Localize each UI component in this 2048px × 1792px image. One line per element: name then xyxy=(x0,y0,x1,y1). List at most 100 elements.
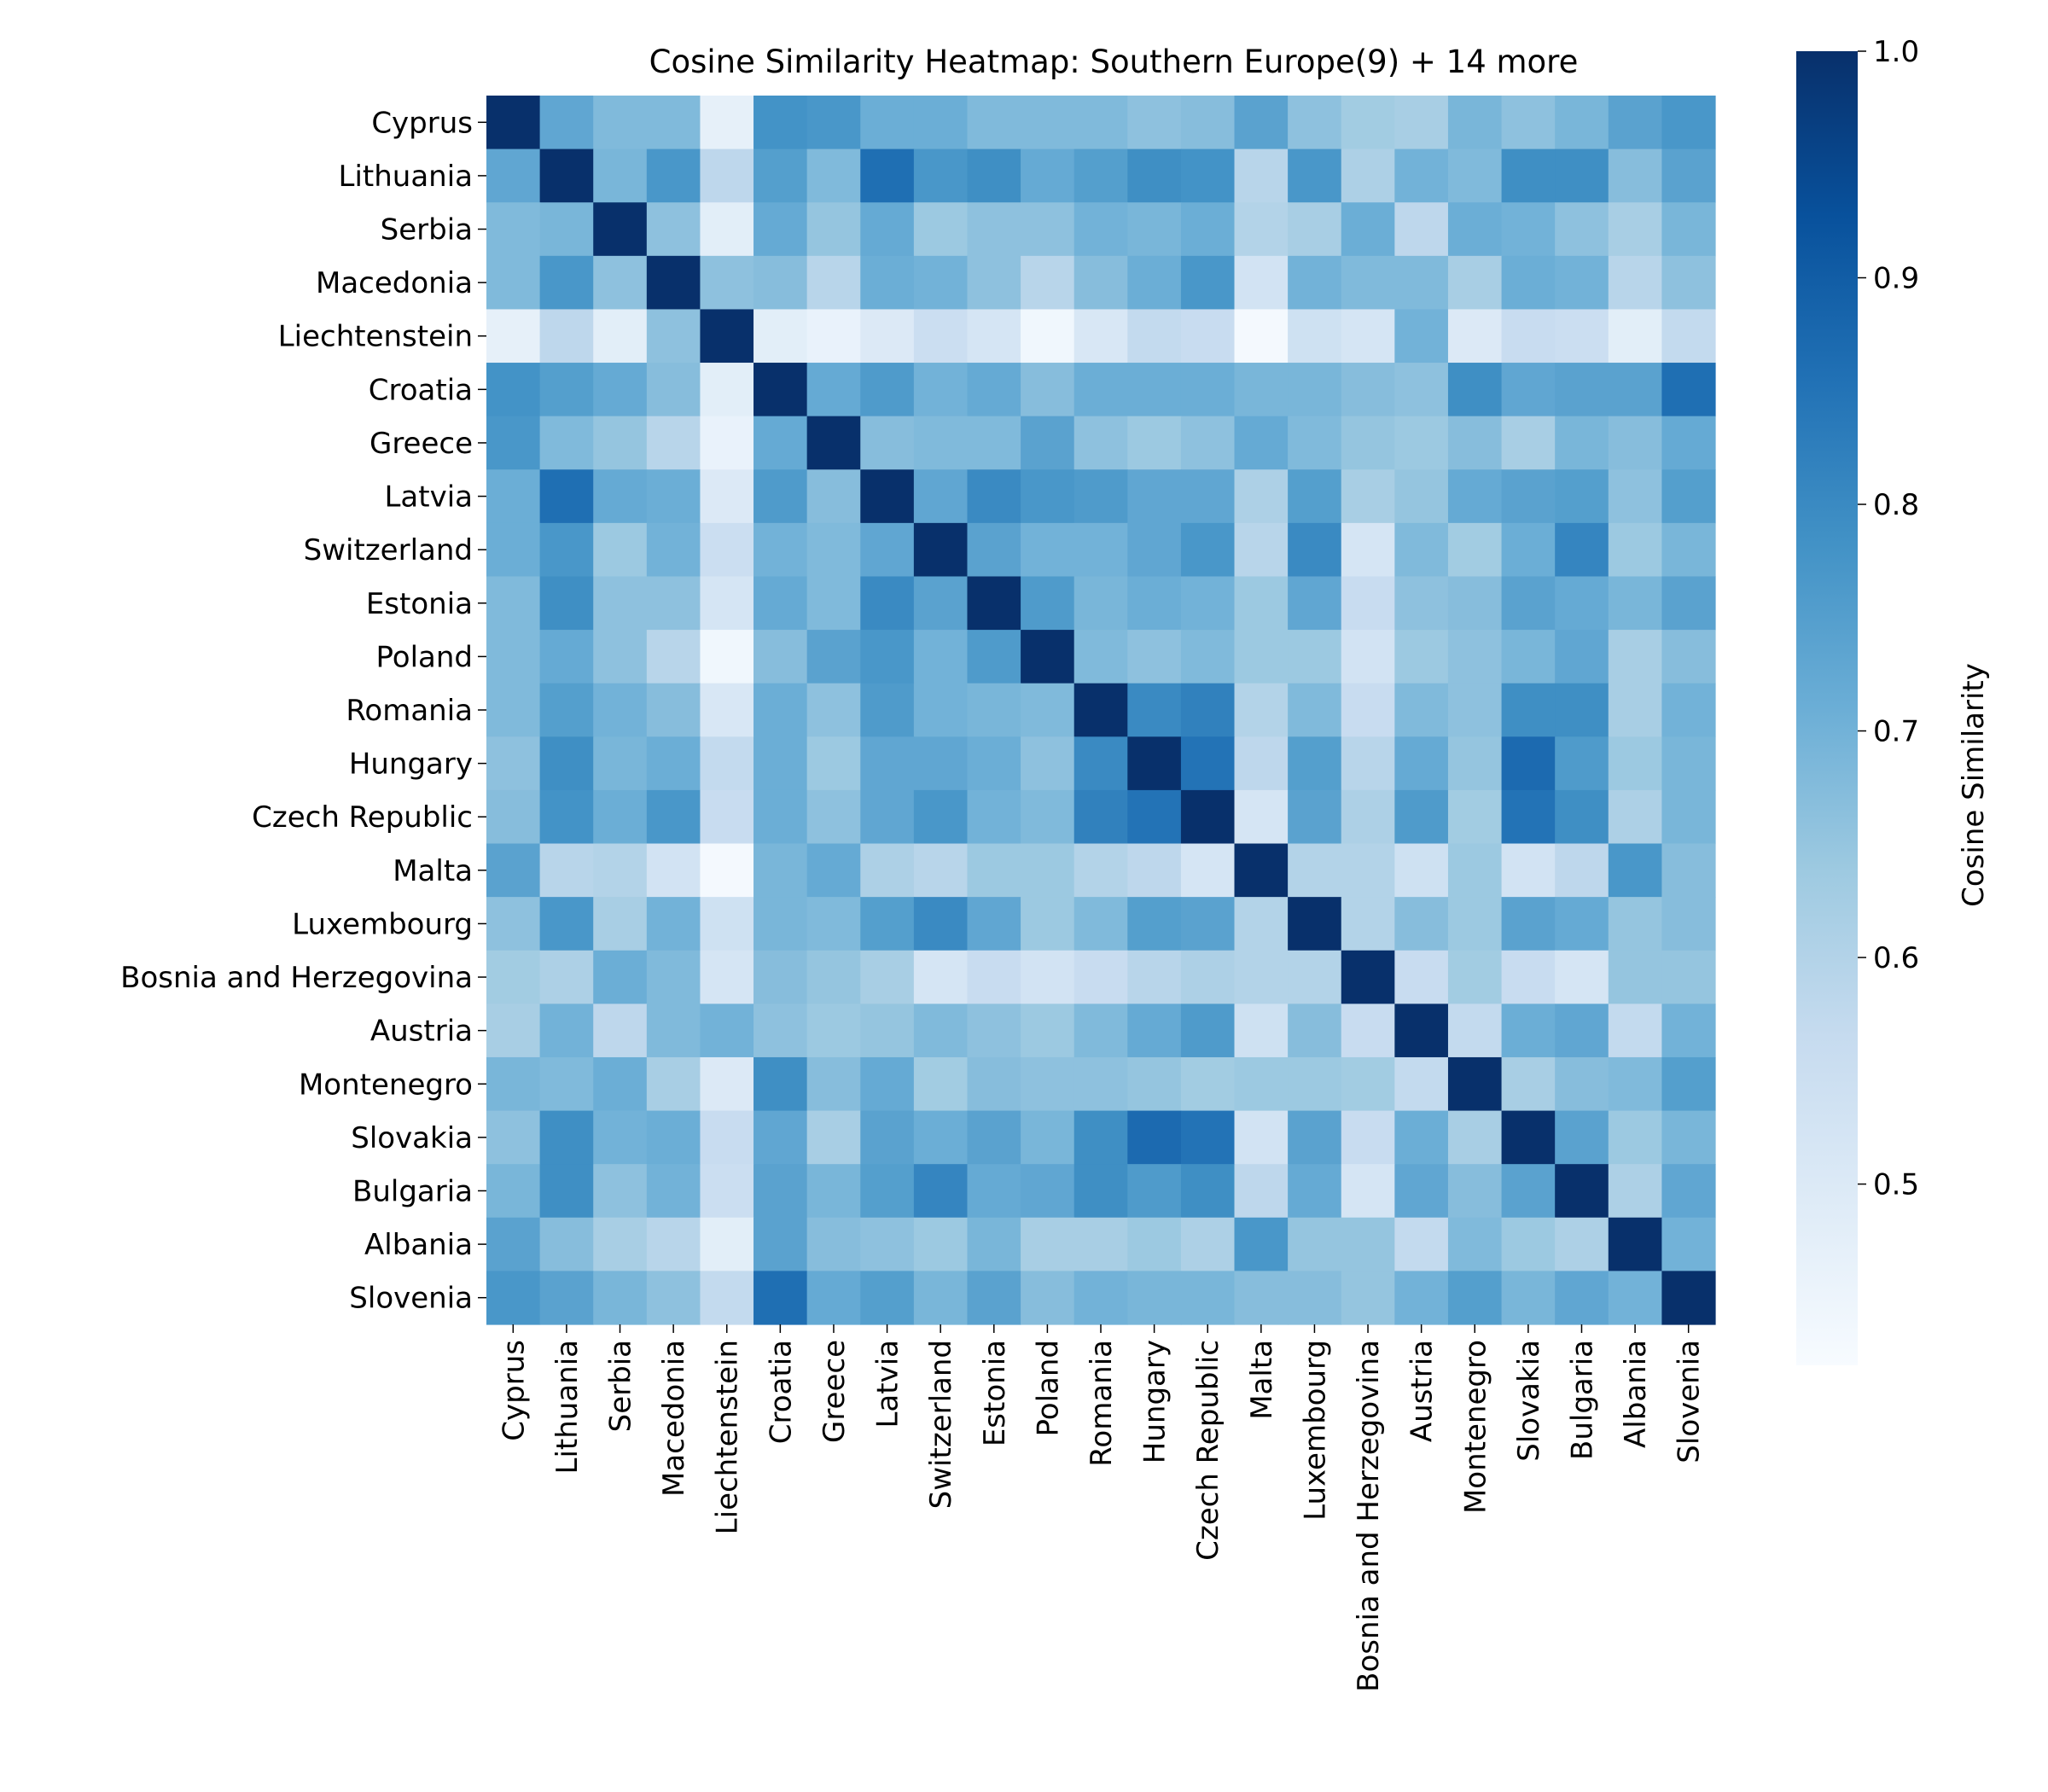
x-tick-label: Croatia xyxy=(764,1340,798,1444)
heatmap-cell xyxy=(1341,148,1395,203)
heatmap-cell xyxy=(1234,1164,1289,1219)
heatmap-cell xyxy=(1021,309,1075,364)
heatmap-cell xyxy=(700,416,754,470)
heatmap-cell xyxy=(1180,96,1236,150)
heatmap-cell xyxy=(539,202,594,257)
heatmap-cell xyxy=(1234,630,1289,684)
heatmap-cell xyxy=(1127,1110,1182,1165)
heatmap-cell xyxy=(1608,576,1662,631)
heatmap-cell xyxy=(1127,789,1182,845)
heatmap-cell xyxy=(1555,1110,1609,1165)
x-tick-label: Cyprus xyxy=(497,1340,531,1441)
heatmap-cell xyxy=(1234,309,1289,364)
y-tick-label: Liechtenstein xyxy=(278,320,473,354)
heatmap-cell xyxy=(1341,522,1395,578)
heatmap-cell xyxy=(1501,96,1556,150)
heatmap-cell xyxy=(646,843,701,898)
heatmap-cell xyxy=(1661,202,1716,257)
heatmap-cell xyxy=(1394,416,1449,470)
heatmap-cell xyxy=(1661,1056,1716,1112)
heatmap-cell xyxy=(967,630,1021,684)
heatmap-cell xyxy=(913,576,969,631)
heatmap-cell xyxy=(1127,469,1182,524)
heatmap-cell xyxy=(1180,309,1236,364)
heatmap-cell xyxy=(1661,576,1716,631)
heatmap-cell xyxy=(1073,1004,1128,1058)
heatmap-cell xyxy=(1608,843,1662,898)
heatmap-cell xyxy=(1555,1004,1609,1058)
heatmap-cell xyxy=(913,789,969,845)
heatmap-cell xyxy=(1341,416,1395,470)
y-tick-label: Switzerland xyxy=(304,533,473,567)
heatmap-cell xyxy=(1288,683,1342,737)
heatmap-cell xyxy=(1127,416,1182,470)
heatmap-cell xyxy=(700,148,754,203)
heatmap-cell xyxy=(1021,1164,1075,1219)
y-tick-label: Montenegro xyxy=(299,1068,473,1102)
heatmap-cell xyxy=(593,1217,648,1271)
heatmap-cell xyxy=(1341,1217,1395,1271)
heatmap-cell xyxy=(1180,202,1236,257)
heatmap-cells xyxy=(486,96,1716,1325)
heatmap-cell xyxy=(1127,96,1182,150)
heatmap-cell xyxy=(539,148,594,203)
heatmap-cell xyxy=(806,469,861,524)
heatmap-cell xyxy=(1341,950,1395,1004)
heatmap-cell xyxy=(646,148,701,203)
heatmap-cell xyxy=(1288,950,1342,1004)
heatmap-cell xyxy=(1555,469,1609,524)
heatmap-cell xyxy=(860,897,915,951)
heatmap-cell xyxy=(700,630,754,684)
heatmap-cell xyxy=(1501,202,1556,257)
x-tick-label: Bosnia and Herzegovina xyxy=(1352,1340,1386,1692)
heatmap-cell xyxy=(1555,522,1609,578)
heatmap-cell xyxy=(1127,522,1182,578)
heatmap-cell xyxy=(1661,96,1716,150)
heatmap-cell xyxy=(1341,576,1395,631)
heatmap-cell xyxy=(1608,789,1662,845)
heatmap-cell xyxy=(1661,469,1716,524)
heatmap-cell xyxy=(486,1164,541,1219)
heatmap-cell xyxy=(806,789,861,845)
heatmap-cell xyxy=(967,1056,1021,1112)
heatmap-cell xyxy=(806,897,861,951)
heatmap-cell xyxy=(967,789,1021,845)
heatmap-cell xyxy=(1073,789,1128,845)
heatmap-cell xyxy=(1555,309,1609,364)
heatmap-cell xyxy=(1234,576,1289,631)
heatmap-cell xyxy=(1073,1110,1128,1165)
y-tick-label: Austria xyxy=(370,1015,473,1049)
heatmap-cell xyxy=(1073,363,1128,417)
heatmap-cell xyxy=(1501,897,1556,951)
x-tick-label: Serbia xyxy=(604,1340,638,1432)
heatmap-cell xyxy=(486,630,541,684)
heatmap-cell xyxy=(539,1164,594,1219)
heatmap-cell xyxy=(1555,255,1609,311)
y-tick-label: Slovakia xyxy=(351,1121,473,1155)
heatmap-cell xyxy=(700,1056,754,1112)
heatmap-cell xyxy=(1394,736,1449,791)
heatmap-cell xyxy=(646,1271,701,1325)
heatmap-cell xyxy=(486,202,541,257)
heatmap-cell xyxy=(860,950,915,1004)
heatmap-cell xyxy=(1021,202,1075,257)
x-tick-label: Switzerland xyxy=(924,1340,958,1509)
heatmap-cell xyxy=(1608,950,1662,1004)
heatmap-cell xyxy=(486,897,541,951)
heatmap-cell xyxy=(593,202,648,257)
heatmap-cell xyxy=(1180,683,1236,737)
heatmap-cell xyxy=(1661,1004,1716,1058)
heatmap-cell xyxy=(646,576,701,631)
heatmap-cell xyxy=(646,363,701,417)
heatmap-cell xyxy=(486,1110,541,1165)
heatmap-cell xyxy=(700,469,754,524)
heatmap-cell xyxy=(1288,416,1342,470)
y-tick-label: Estonia xyxy=(366,587,473,621)
heatmap-cell xyxy=(1555,843,1609,898)
x-tick-label: Hungary xyxy=(1138,1340,1172,1463)
heatmap-cell xyxy=(1073,843,1128,898)
x-tick-label: Poland xyxy=(1031,1340,1065,1437)
heatmap-cell xyxy=(913,843,969,898)
y-axis-labels: Cyprus Lithuania Serbia Macedonia Liechtenst… xyxy=(120,106,486,1316)
heatmap-cell xyxy=(1288,148,1342,203)
